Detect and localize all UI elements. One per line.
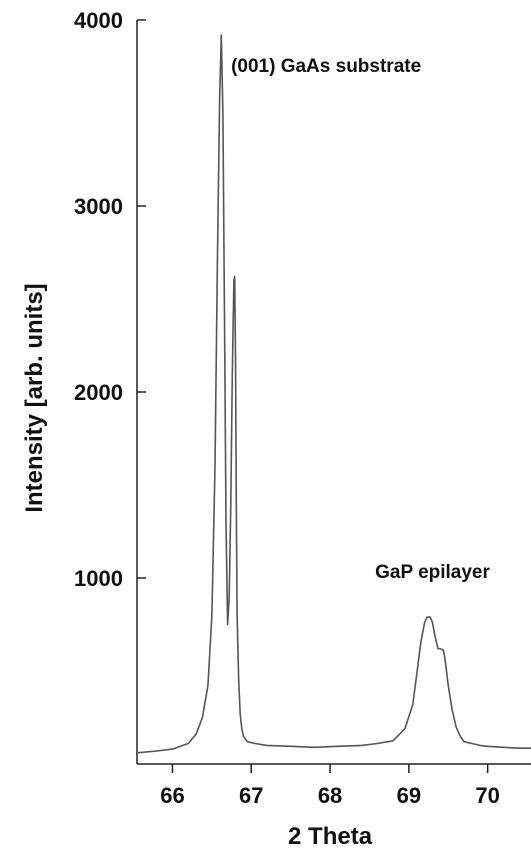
y-tick-label-2000: 2000 (74, 380, 123, 405)
annotation-0: (001) GaAs substrate (231, 56, 421, 77)
y-tick-label-4000: 4000 (74, 8, 123, 33)
x-axis-title: 2 Theta (288, 823, 373, 850)
x-tick-label-70: 70 (475, 783, 499, 808)
y-axis-title: Intensity [arb. units] (21, 283, 48, 512)
labels: 2 Theta Intensity [arb. units] (001) GaAs … (21, 56, 490, 850)
y-tick-label-1000: 1000 (74, 566, 123, 591)
x-tick-label-68: 68 (318, 783, 342, 808)
series (136, 34, 531, 754)
x-tick-label-66: 66 (160, 783, 184, 808)
x-tick-label-69: 69 (397, 783, 421, 808)
series-line-0 (136, 34, 531, 754)
ticks: 1000 2000 3000 4000 66 67 68 69 70 (74, 8, 500, 808)
x-tick-label-67: 67 (239, 783, 263, 808)
annotation-1: GaP epilayer (375, 562, 490, 583)
axes (136, 20, 531, 765)
y-tick-label-3000: 3000 (74, 194, 123, 219)
